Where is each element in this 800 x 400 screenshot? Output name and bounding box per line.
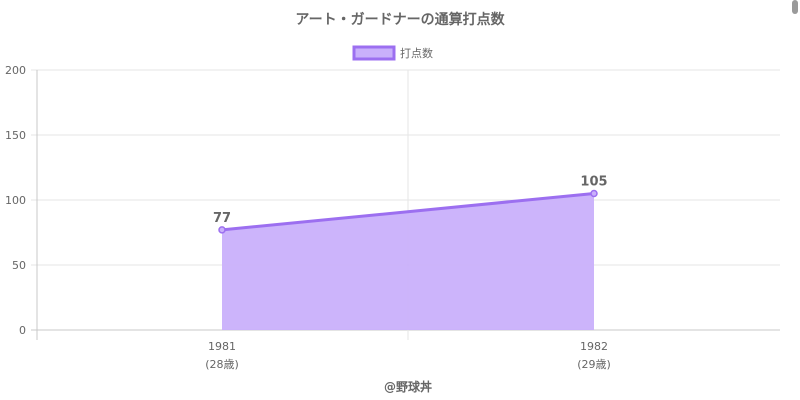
scrollbar-thumb[interactable] — [792, 0, 798, 14]
y-tick-label: 100 — [5, 194, 26, 207]
y-axis: 0 50 100 150 200 — [5, 64, 38, 340]
x-tick-sublabel: (28歳) — [205, 358, 239, 371]
legend-swatch — [352, 45, 396, 61]
y-tick-label: 200 — [5, 64, 26, 77]
data-label: 105 — [580, 175, 607, 190]
y-tick-label: 50 — [12, 259, 26, 272]
x-axis: 1981 (28歳) 1982 (29歳) — [205, 340, 611, 371]
data-labels: 77 105 — [213, 175, 608, 226]
x-tick-label: 1981 — [208, 340, 236, 353]
data-point[interactable] — [590, 189, 598, 198]
chart-title: アート・ガードナーの通算打点数 — [295, 11, 505, 28]
x-tick-label: 1982 — [580, 340, 608, 353]
y-tick-label: 150 — [5, 129, 26, 142]
legend: 打点数 — [352, 45, 433, 61]
series-area — [218, 189, 598, 330]
data-label: 77 — [213, 211, 231, 226]
area-fill — [222, 193, 594, 330]
y-tick-label: 0 — [19, 324, 26, 337]
legend-label: 打点数 — [400, 46, 433, 60]
credit-text: @野球丼 — [384, 379, 432, 394]
series-line — [221, 192, 595, 232]
data-point[interactable] — [218, 226, 226, 234]
x-tick-sublabel: (29歳) — [577, 358, 611, 371]
